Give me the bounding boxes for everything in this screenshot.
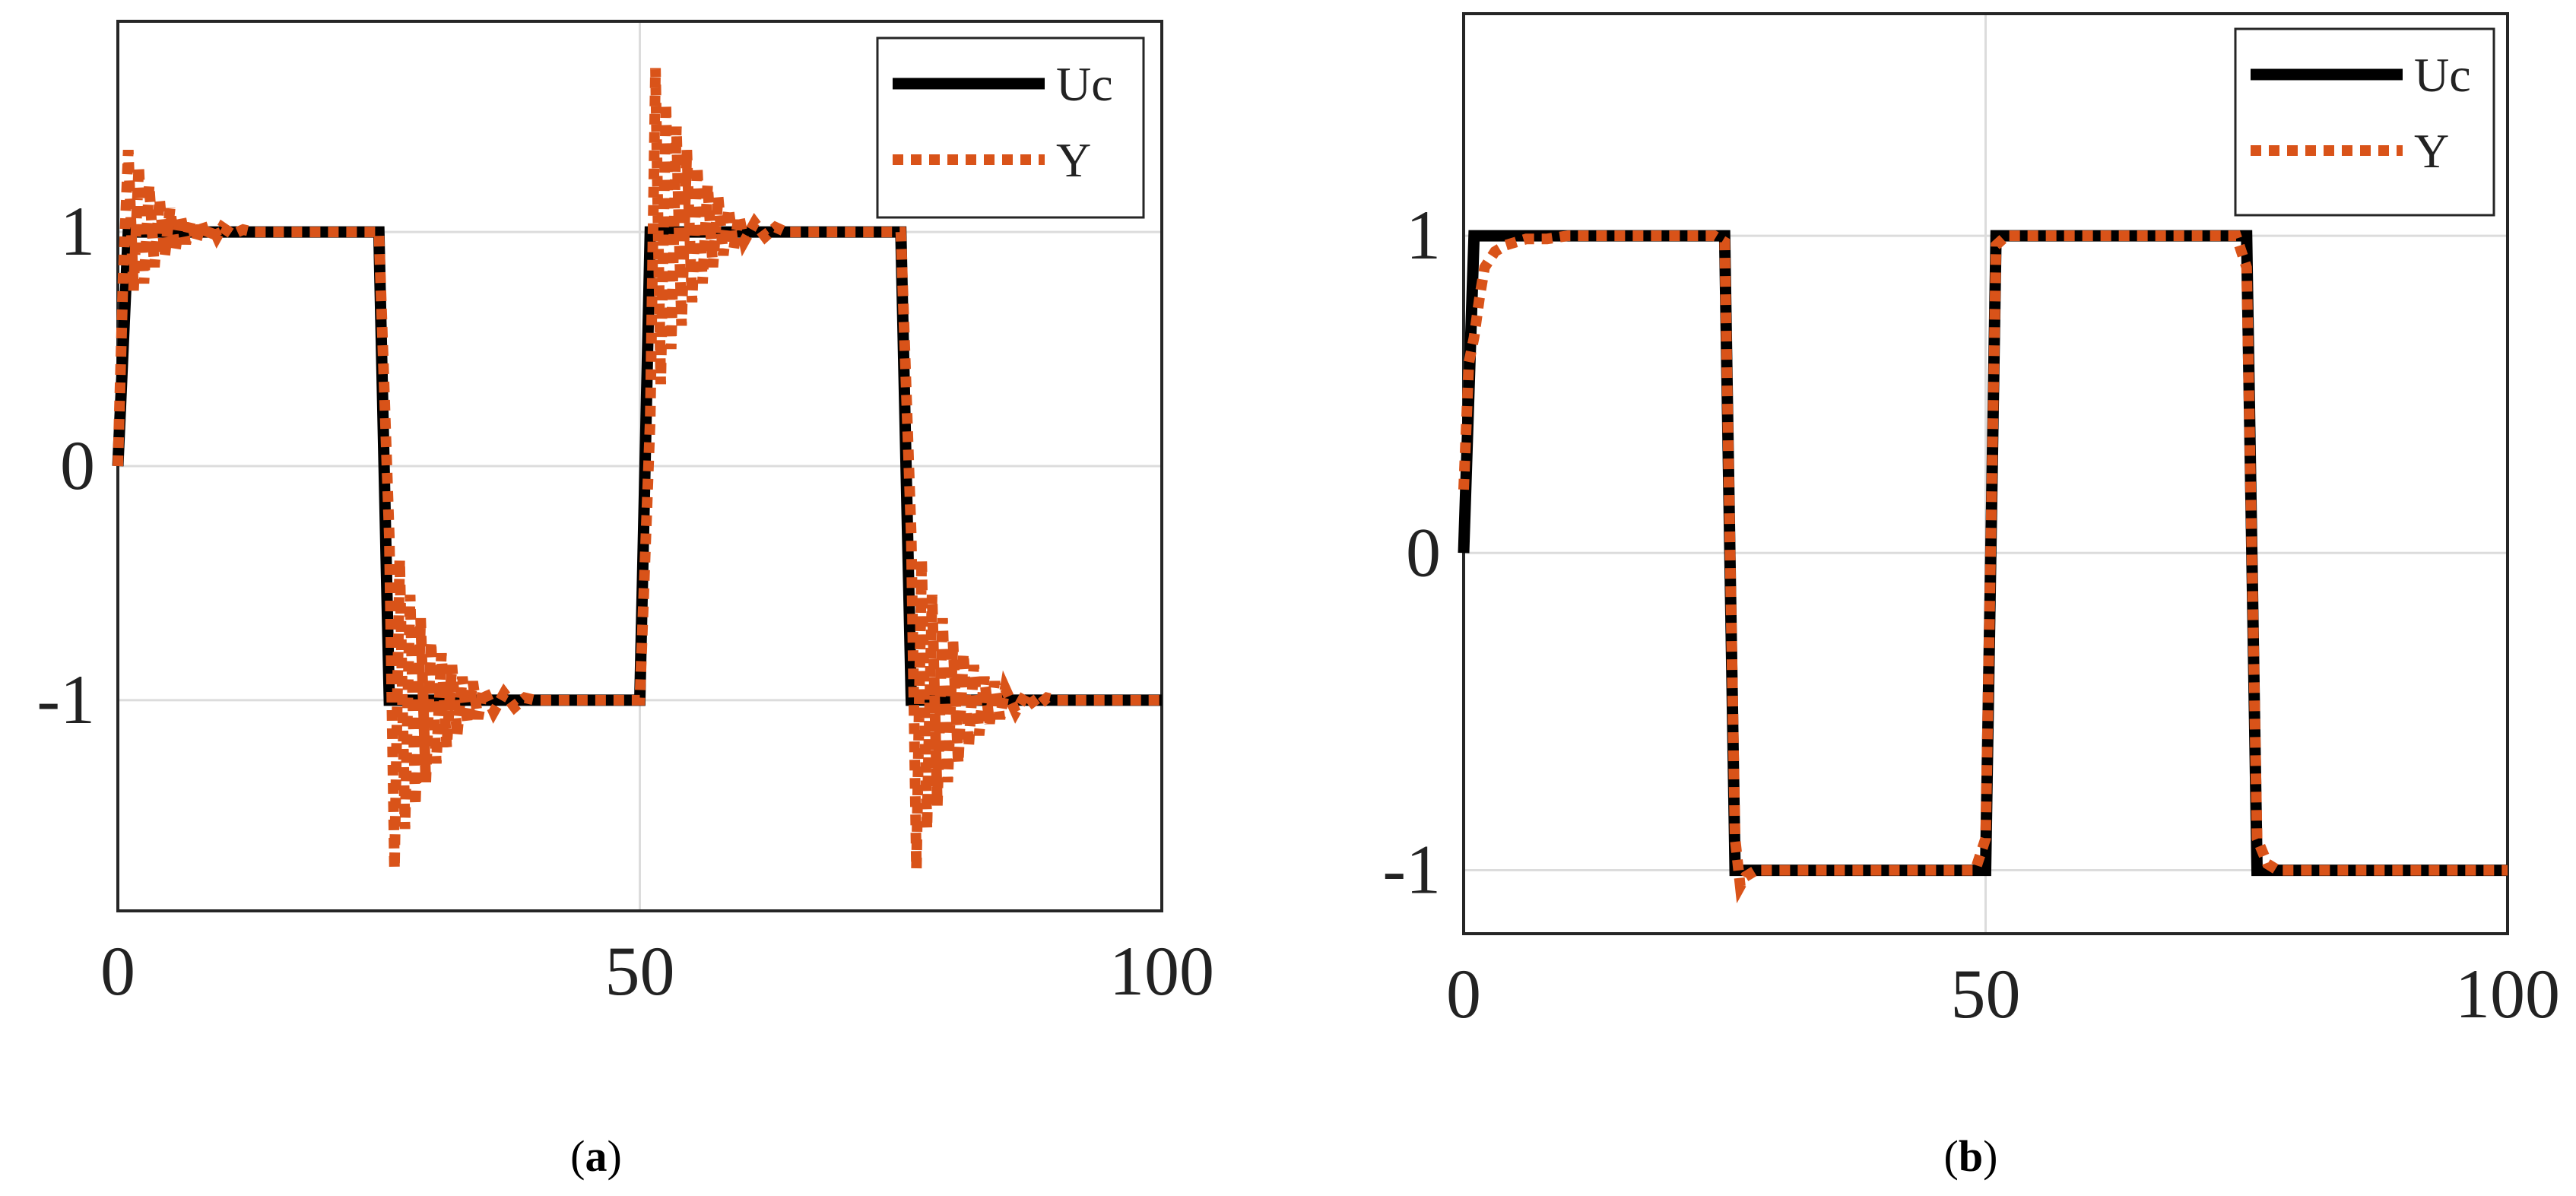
panel-b-ticks: 0 50 100 -1 0 1: [1382, 196, 2560, 1033]
panel-a-y-tick-1: 1: [60, 192, 95, 270]
panel-a-caption: (a): [570, 1131, 622, 1181]
panel-a-legend: Uc Y: [876, 36, 1145, 219]
panel-a-series-y-line: [113, 68, 1162, 869]
panel-a-x-tick-0: 0: [100, 932, 135, 1010]
panel-b-legend: Uc Y: [2234, 27, 2495, 217]
panel-a-caption-text: (a): [570, 1131, 622, 1181]
panel-a-legend-box: [876, 36, 1145, 219]
panel-b-x-tick-50: 50: [1951, 955, 2021, 1033]
panel-b-legend-label-y: Y: [2414, 124, 2449, 178]
panel-a-y-tick-neg1: -1: [36, 661, 95, 738]
panel-b-x-tick-100: 100: [2455, 955, 2560, 1033]
panel-b-legend-label-uc: Uc: [2414, 48, 2471, 102]
panel-a-caption-letter: a: [585, 1131, 608, 1181]
panel-a: 0 50 100 -1 0 1 Uc Y (a): [36, 20, 1214, 1181]
panel-b-y-tick-0: 0: [1406, 513, 1441, 591]
panel-b: 0 50 100 -1 0 1 Uc Y (b): [1382, 12, 2560, 1181]
panel-a-ticks: 0 50 100 -1 0 1: [36, 192, 1214, 1010]
panel-a-x-tick-100: 100: [1109, 932, 1214, 1010]
panel-b-caption: (b): [1944, 1131, 1998, 1181]
panel-b-series: [1458, 230, 2508, 904]
panel-b-legend-box: [2234, 27, 2495, 217]
panel-a-series: [112, 68, 1162, 869]
panel-b-x-tick-0: 0: [1446, 955, 1481, 1033]
panel-a-legend-label-y: Y: [1056, 133, 1091, 187]
panel-b-series-y-line: [1458, 230, 2508, 904]
panel-a-y-tick-0: 0: [60, 427, 95, 504]
panel-b-caption-letter: b: [1959, 1131, 1983, 1181]
panel-a-x-tick-50: 50: [605, 932, 675, 1010]
panel-a-legend-label-uc: Uc: [1056, 57, 1113, 111]
panel-b-y-tick-neg1: -1: [1382, 831, 1441, 909]
panel-b-y-tick-1: 1: [1406, 196, 1441, 274]
panel-b-series-uc-line: [1458, 230, 2508, 877]
panel-b-caption-text: (b): [1944, 1131, 1998, 1181]
